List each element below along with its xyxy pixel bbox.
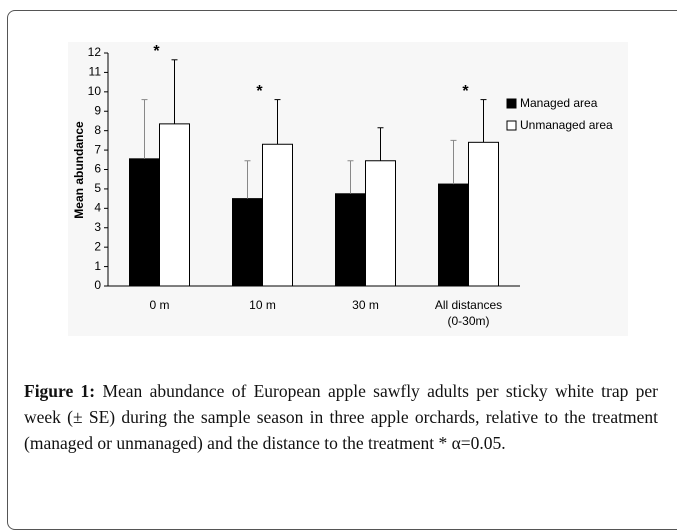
- bar: [159, 123, 190, 287]
- legend-swatch: [506, 120, 517, 131]
- y-tick-label: 5: [94, 181, 101, 195]
- bar: [335, 193, 366, 287]
- x-tick-line: 0 m: [149, 298, 169, 312]
- x-tick-line: (0-30m): [447, 314, 489, 328]
- y-tick-label: 9: [94, 103, 101, 117]
- bar: [262, 143, 293, 287]
- legend-label: Managed area: [520, 96, 598, 110]
- caption: Figure 1: Mean abundance of European app…: [24, 378, 658, 456]
- y-axis-label: Mean abundance: [72, 121, 86, 219]
- y-tick-label: 6: [94, 162, 101, 176]
- x-tick-label: All distances (0-30m): [435, 298, 502, 328]
- y-tick-label: 12: [88, 45, 102, 59]
- caption-label: Figure 1:: [24, 381, 96, 401]
- y-tick-label: 1: [94, 259, 101, 273]
- x-tick-label: 0 m: [149, 298, 169, 312]
- y-tick-label: 11: [89, 65, 102, 79]
- legend-label: Unmanaged area: [520, 118, 613, 132]
- y-tick-label: 4: [94, 201, 101, 215]
- y-tick-label: 2: [94, 239, 101, 253]
- page: {"chart_data": {"type": "bar", "ylabel":…: [7, 10, 677, 530]
- legend-swatch: [506, 98, 517, 109]
- annotation: *: [462, 83, 469, 100]
- x-tick-label: 30 m: [352, 298, 379, 312]
- bar: [129, 158, 160, 287]
- y-tick-label: 7: [94, 142, 101, 156]
- y-tick-label: 3: [94, 220, 101, 234]
- annotation: *: [256, 83, 263, 100]
- bar: [365, 160, 396, 287]
- bar: [438, 183, 469, 287]
- x-tick-label: 10 m: [249, 298, 276, 312]
- x-tick-line: 10 m: [249, 298, 276, 312]
- bar: [232, 198, 263, 287]
- bar: [468, 141, 499, 287]
- y-tick-label: 0: [94, 278, 101, 292]
- y-tick-label: 8: [94, 123, 101, 137]
- y-tick-label: 10: [88, 84, 102, 98]
- x-tick-line: 30 m: [352, 298, 379, 312]
- x-tick-line: All distances: [435, 298, 502, 312]
- annotation: *: [153, 43, 160, 60]
- caption-text: Mean abundance of European apple sawfly …: [24, 381, 658, 453]
